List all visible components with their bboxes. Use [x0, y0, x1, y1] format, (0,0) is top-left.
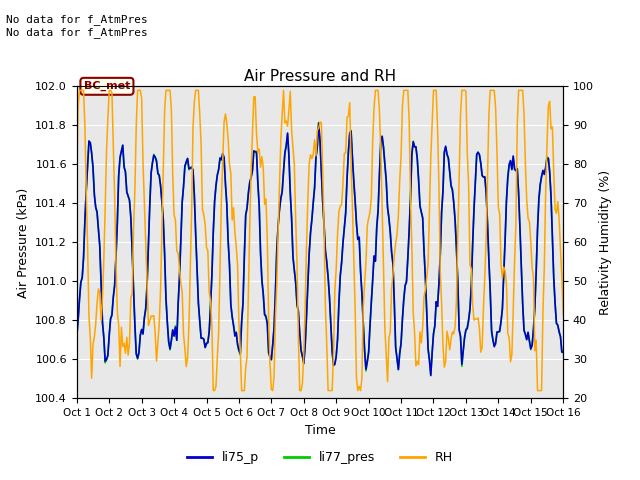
Text: No data for f_AtmPres
No data for f_AtmPres: No data for f_AtmPres No data for f_AtmP… [6, 14, 148, 38]
Legend: li75_p, li77_pres, RH: li75_p, li77_pres, RH [182, 446, 458, 469]
Title: Air Pressure and RH: Air Pressure and RH [244, 69, 396, 84]
Text: BC_met: BC_met [84, 81, 130, 92]
X-axis label: Time: Time [305, 424, 335, 437]
Y-axis label: Relativity Humidity (%): Relativity Humidity (%) [600, 170, 612, 315]
Y-axis label: Air Pressure (kPa): Air Pressure (kPa) [17, 187, 30, 298]
